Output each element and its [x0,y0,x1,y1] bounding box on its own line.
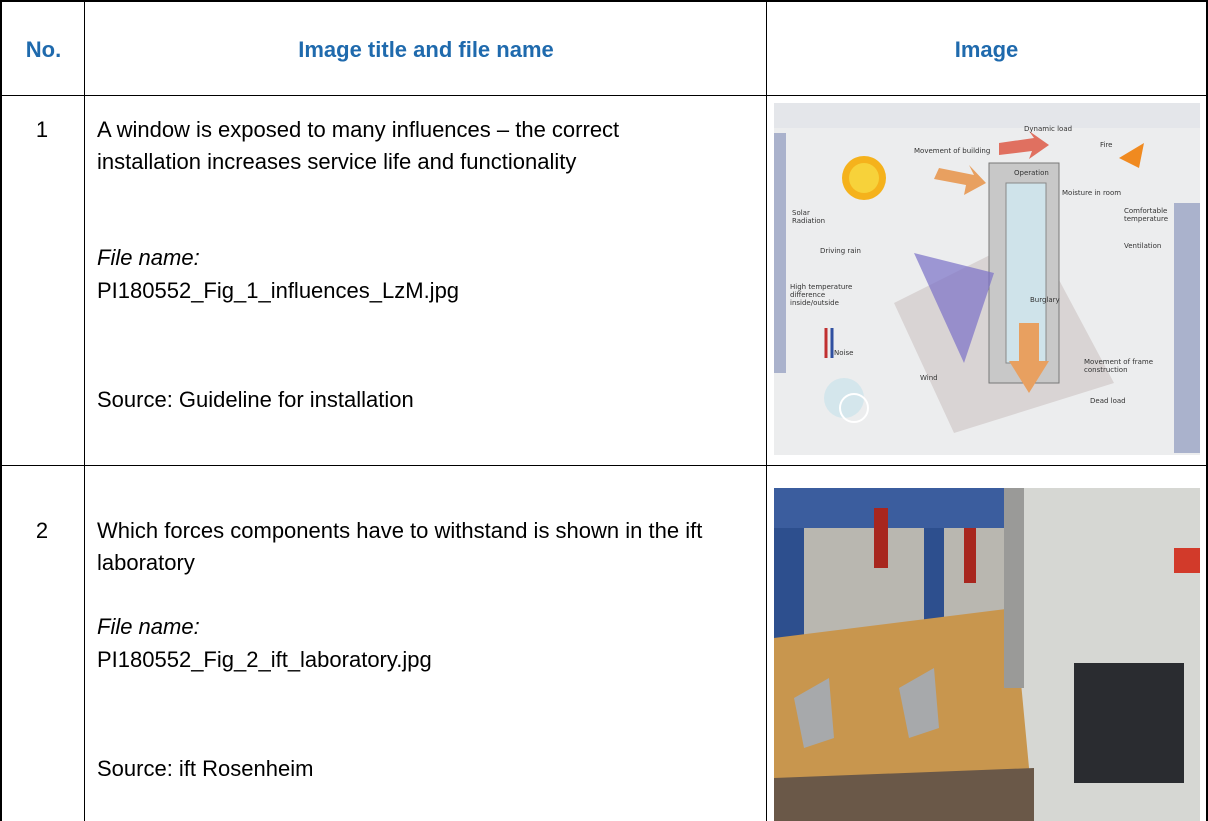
diagram-label: Movement of frame [1084,358,1153,366]
diagram-label: Driving rain [820,247,861,255]
diagram-label: Moisture in room [1062,189,1121,197]
diagram-label: Solar [792,209,810,217]
diagram-label: Wind [920,374,938,382]
diagram-label: difference [790,291,825,299]
diagram-label: High temperature [790,283,852,291]
diagram-label: Dynamic load [1024,125,1072,133]
diagram-label: Operation [1014,169,1049,177]
row-cell [766,465,1208,821]
source: Source: ift Rosenheim [97,756,314,781]
image-diagram: Dynamic load Fire Movement of building Oper… [774,103,1200,455]
row-cell [0,95,85,466]
diagram-label: inside/outside [790,299,839,307]
row-cell [84,95,767,466]
row-number: 2 [35,518,49,543]
image-title: Which forces components have to withstan… [97,518,703,575]
image-photo [774,488,1200,821]
diagram-label: temperature [1124,215,1168,223]
file-name: PI180552_Fig_1_influences_LzM.jpg [97,278,460,303]
file-label: File name: [97,614,200,639]
diagram-label: Dead load [1090,397,1126,405]
diagram-label: Movement of building [914,147,990,155]
header-image: Image [766,0,1208,96]
diagram-label: Comfortable [1124,207,1167,215]
diagram-label: Fire [1100,141,1113,149]
header-no: No. [0,0,85,96]
diagram-label: construction [1084,366,1128,374]
row-number: 1 [35,117,49,142]
diagram-label: Burglary [1030,296,1060,304]
image-title: A window is exposed to many influences –… [97,117,620,174]
diagram-label: Radiation [792,217,825,225]
row-cell [84,465,767,821]
row-cell [0,465,85,821]
row-cell [766,95,1208,466]
header-title: Image title and file name [84,0,767,96]
diagram-label: Ventilation [1124,242,1161,250]
file-label: File name: [97,245,200,270]
file-name: PI180552_Fig_2_ift_laboratory.jpg [97,647,432,672]
diagram-label: Noise [834,349,853,357]
source: Source: Guideline for installation [97,387,414,412]
